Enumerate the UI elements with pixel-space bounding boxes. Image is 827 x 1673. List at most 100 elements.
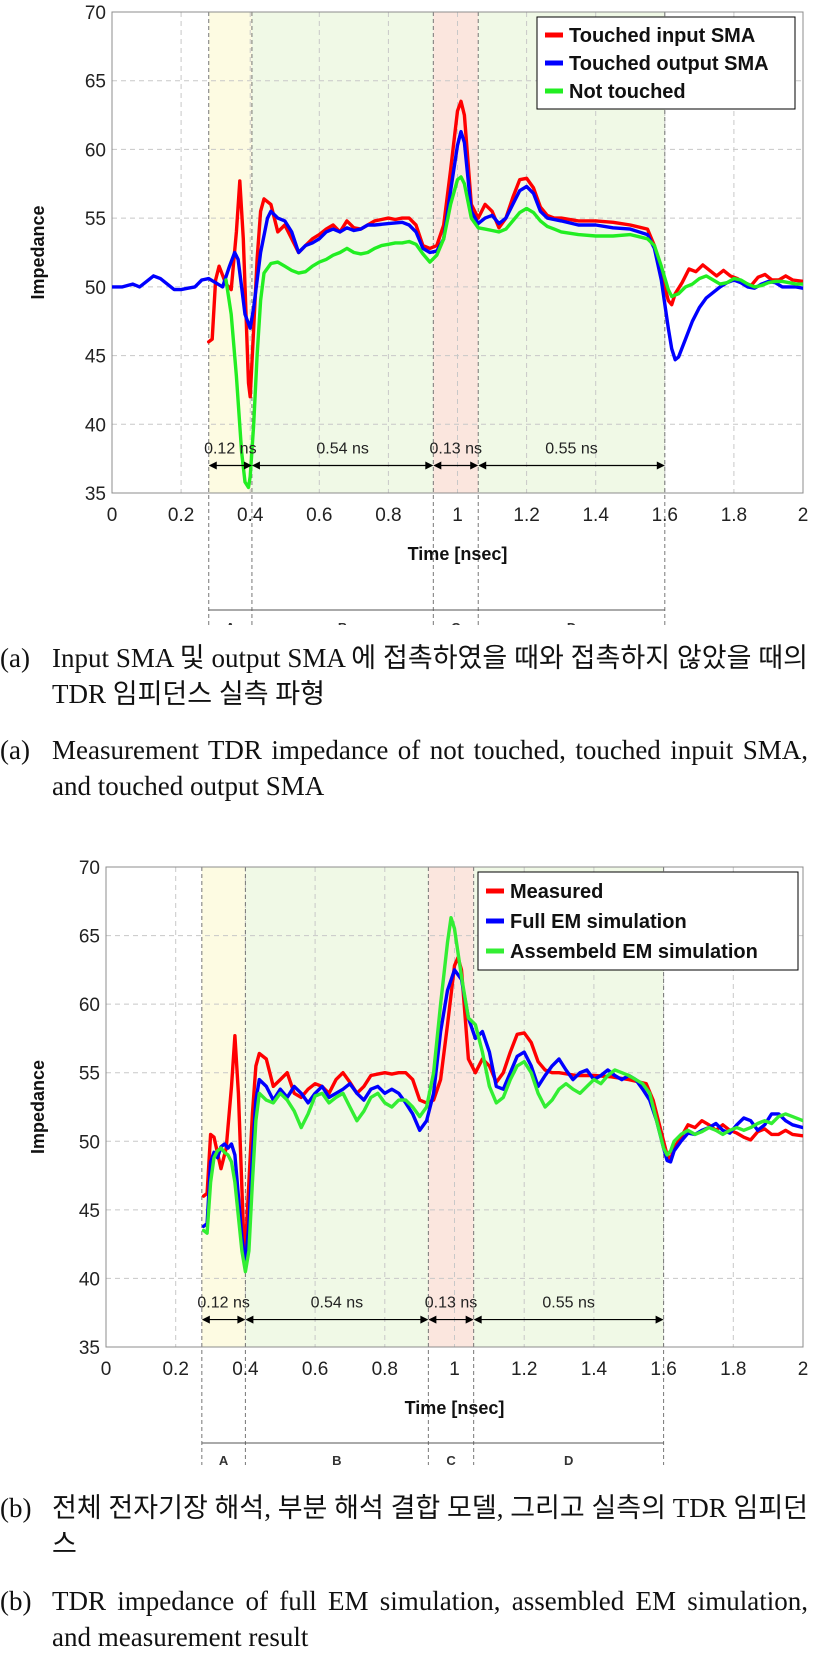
x-tick-label: 2 <box>798 505 809 526</box>
x-tick-label: 1.8 <box>721 505 747 526</box>
x-tick-label: 1 <box>452 505 463 526</box>
region-label: A <box>226 620 236 625</box>
region-label: B <box>332 1453 341 1465</box>
duration-label: 0.55 ns <box>545 441 597 458</box>
x-tick-label: 0.4 <box>237 505 264 526</box>
x-tick-label: 0 <box>107 505 118 526</box>
duration-arrow-head-left <box>428 1315 437 1324</box>
x-tick-label: 1.4 <box>582 505 609 526</box>
caption-b-english-text: TDR impedance of full EM simulation, ass… <box>52 1586 808 1652</box>
duration-arrow-head-right <box>656 461 665 470</box>
region-label: B <box>338 620 347 625</box>
caption-a-korean-text: Input SMA 및 output SMA 에 접촉하였을 때와 접촉하지 않… <box>52 643 808 709</box>
chart-b-svg: 0.12 ns 0.54 ns 0.13 ns 0.55 ns 35 40 45 50 55 60… <box>28 858 809 1465</box>
duration-arrow-head-right <box>425 461 434 470</box>
x-tick-label: 1.2 <box>511 1359 537 1380</box>
region-label: A <box>219 1453 229 1465</box>
duration-label: 0.13 ns <box>430 441 482 458</box>
duration-arrow-head-right <box>237 1315 246 1324</box>
duration-label: 0.13 ns <box>425 1295 477 1312</box>
y-tick-label: 70 <box>85 3 106 24</box>
x-tick-label: 2 <box>798 1359 809 1380</box>
duration-arrow-head-left <box>251 461 260 470</box>
caption-b-english-label: (b) <box>0 1586 32 1616</box>
x-tick-label: 0 <box>101 1359 112 1380</box>
legend-entry: Measured <box>510 881 603 903</box>
x-tick-label: 0.6 <box>306 505 332 526</box>
x-tick-label: 0.6 <box>302 1359 328 1380</box>
caption-b-english: (b) TDR impedance of full EM simulation,… <box>0 1583 808 1655</box>
duration-arrow-head-left <box>208 461 217 470</box>
series-line-3 <box>224 175 803 490</box>
x-tick-label: 1 <box>449 1359 460 1380</box>
caption-a-english: (a) Measurement TDR impedance of not tou… <box>0 732 808 804</box>
caption-a-english-text: Measurement TDR impedance of not touched… <box>52 735 808 801</box>
duration-label: 0.55 ns <box>542 1295 594 1312</box>
series-line-1 <box>207 99 803 399</box>
y-tick-label: 55 <box>79 1064 100 1085</box>
x-tick-label: 1.2 <box>513 505 539 526</box>
caption-b-korean-label: (b) <box>0 1493 32 1523</box>
duration-arrow-head-right <box>243 461 252 470</box>
y-tick-label: 55 <box>85 209 106 230</box>
duration-arrow-head-left <box>478 461 487 470</box>
duration-label: 0.12 ns <box>204 441 256 458</box>
duration-label: 0.54 ns <box>316 441 368 458</box>
y-tick-label: 35 <box>79 1338 100 1359</box>
legend-entry: Touched output SMA <box>569 53 769 75</box>
y-tick-label: 45 <box>85 347 106 368</box>
y-tick-label: 35 <box>85 484 106 505</box>
y-axis-label: Impedance <box>28 1060 48 1154</box>
x-tick-label: 0.2 <box>168 505 194 526</box>
duration-label: 0.54 ns <box>311 1295 363 1312</box>
chart-a: 0.12 ns 0.54 ns 0.13 ns 0.55 ns 35 40 45 50 55 60… <box>0 0 827 625</box>
plot-frame <box>105 866 804 1348</box>
region-c-shade <box>433 12 479 493</box>
region-label: D <box>567 620 576 625</box>
duration-label: 0.12 ns <box>197 1295 249 1312</box>
duration-arrow-head-left <box>433 461 442 470</box>
x-tick-label: 1.6 <box>650 1359 676 1380</box>
chart-a-svg: 0.12 ns 0.54 ns 0.13 ns 0.55 ns 35 40 45 50 55 60… <box>28 3 809 625</box>
region-label: C <box>446 1453 456 1465</box>
y-tick-label: 50 <box>85 278 106 299</box>
y-tick-label: 40 <box>79 1269 100 1290</box>
duration-arrow-head-right <box>470 461 479 470</box>
x-tick-label: 0.2 <box>162 1359 188 1380</box>
x-tick-label: 0.8 <box>372 1359 398 1380</box>
caption-a-english-label: (a) <box>0 735 30 765</box>
x-tick-label: 0.8 <box>375 505 401 526</box>
chart-b: 0.12 ns 0.54 ns 0.13 ns 0.55 ns 35 40 45 50 55 60… <box>0 855 827 1465</box>
caption-a-korean: (a) Input SMA 및 output SMA 에 접촉하였을 때와 접촉… <box>0 640 808 712</box>
y-tick-label: 60 <box>79 995 100 1016</box>
duration-arrow-head-right <box>655 1315 664 1324</box>
x-axis-label: Time [nsec] <box>408 544 508 564</box>
y-tick-label: 40 <box>85 415 106 436</box>
legend-box <box>477 871 799 971</box>
caption-a-korean-label: (a) <box>0 643 30 673</box>
duration-arrow-head-right <box>465 1315 474 1324</box>
region-c-shade <box>428 867 474 1347</box>
plot-frame <box>111 11 804 494</box>
region-b-shade <box>245 867 429 1347</box>
legend-entry: Touched input SMA <box>569 25 755 47</box>
legend-entry: Full EM simulation <box>510 911 687 933</box>
y-axis-label: Impedance <box>28 205 48 299</box>
region-label: C <box>451 620 461 625</box>
x-tick-label: 1.6 <box>652 505 678 526</box>
legend-entry: Not touched <box>569 81 686 103</box>
x-tick-label: 1.8 <box>720 1359 746 1380</box>
x-axis-label: Time [nsec] <box>405 1398 505 1418</box>
duration-arrow-head-left <box>245 1315 254 1324</box>
duration-arrow-head-left <box>201 1315 210 1324</box>
y-tick-label: 65 <box>85 72 106 93</box>
y-tick-label: 50 <box>79 1132 100 1153</box>
x-tick-label: 1.4 <box>581 1359 608 1380</box>
legend-entry: Assembeld EM simulation <box>510 941 758 963</box>
y-tick-label: 60 <box>85 140 106 161</box>
region-label: D <box>564 1453 573 1465</box>
y-tick-label: 45 <box>79 1201 100 1222</box>
x-tick-label: 0.4 <box>232 1359 259 1380</box>
caption-b-korean-text: 전체 전자기장 해석, 부분 해석 결합 모델, 그리고 실측의 TDR 임피던… <box>52 1493 808 1559</box>
duration-arrow-head-right <box>420 1315 429 1324</box>
